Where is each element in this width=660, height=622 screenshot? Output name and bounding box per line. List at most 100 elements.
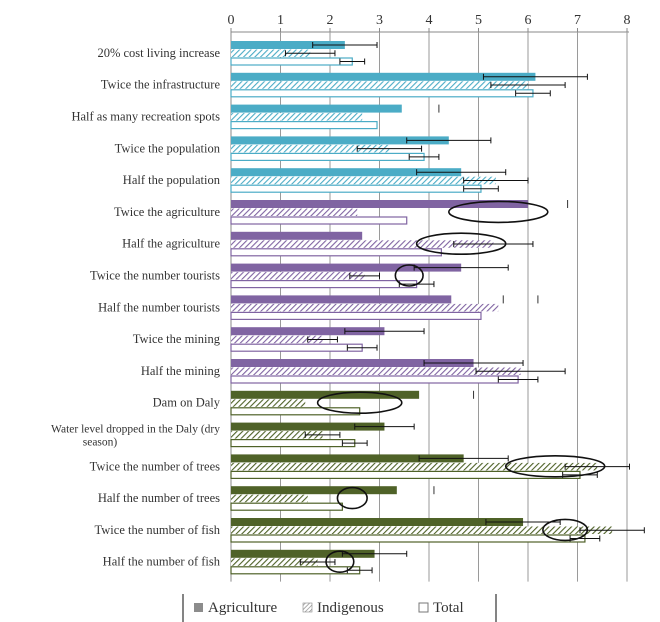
bar-indigenous	[231, 113, 363, 121]
category-label: Twice the mining	[133, 332, 221, 346]
category-labels: 20% cost living increase Twice the infras…	[51, 46, 221, 569]
highlight-ellipse	[316, 391, 403, 415]
highlight-ellipse	[325, 550, 355, 574]
bar-agriculture	[231, 390, 420, 399]
bar-total	[230, 375, 519, 384]
error-bars	[284, 42, 645, 574]
bar-indigenous	[231, 49, 311, 57]
bar-agriculture	[231, 72, 536, 81]
category-label: Water level dropped in the Daly (dry	[51, 424, 220, 436]
x-tick-label: 8	[624, 13, 631, 28]
bar-indigenous	[231, 399, 306, 407]
highlight-ellipses	[316, 200, 606, 574]
legend-label-indigenous: Indigenous	[317, 600, 384, 616]
category-label: Twice the infrastructure	[101, 78, 221, 92]
bar-indigenous	[231, 176, 496, 185]
highlight-ellipse	[504, 454, 606, 478]
x-tick-label: 4	[426, 13, 433, 28]
bar-indigenous	[231, 208, 358, 216]
bar-agriculture	[231, 359, 474, 367]
bar-agriculture	[231, 518, 524, 526]
category-label: 20% cost living increase	[97, 46, 220, 60]
bar-total	[230, 311, 482, 320]
legend-item-agriculture: Agriculture	[194, 600, 277, 616]
bar-indigenous	[231, 494, 308, 503]
bar-indigenous	[231, 462, 598, 471]
x-tick-label: 2	[327, 13, 334, 28]
bar-total	[230, 502, 343, 511]
bar-agriculture	[231, 136, 449, 145]
highlight-ellipse	[447, 200, 549, 224]
category-label: Half the mining	[141, 364, 221, 378]
bar-total	[230, 184, 482, 193]
legend: Agriculture Indigenous Total	[182, 594, 497, 622]
highlight-ellipse	[336, 486, 368, 510]
legend-swatch-total	[418, 602, 429, 613]
x-tick-label: 5	[475, 13, 482, 28]
bar-total	[230, 89, 534, 98]
bar-agriculture	[231, 295, 452, 304]
stray-marks	[433, 104, 569, 495]
highlight-ellipse	[415, 232, 507, 255]
legend-item-indigenous: Indigenous	[302, 600, 384, 616]
category-label: Half the population	[123, 173, 221, 187]
bar-total	[230, 57, 353, 66]
bar-agriculture	[231, 200, 528, 208]
bar-total	[230, 152, 425, 161]
bar-indigenous	[231, 144, 390, 153]
legend-swatch-indigenous	[302, 602, 313, 613]
x-tick-label: 0	[228, 13, 235, 28]
legend-label-total: Total	[433, 600, 464, 616]
bar-agriculture	[231, 231, 363, 240]
category-label-continued: season)	[83, 437, 118, 449]
category-label: Twice the number of fish	[95, 523, 221, 537]
bar-agriculture	[231, 263, 462, 272]
x-tick-label: 3	[376, 13, 383, 28]
bars	[230, 41, 613, 575]
bar-indigenous	[231, 367, 521, 375]
bar-total	[230, 248, 442, 257]
bar-indigenous	[231, 526, 613, 534]
category-label: Twice the number of trees	[90, 459, 220, 473]
highlight-ellipse	[542, 518, 589, 542]
bar-total	[230, 407, 361, 416]
category-label: Half the agriculture	[122, 237, 220, 251]
category-label: Half the number of fish	[103, 555, 221, 569]
bar-total	[230, 439, 356, 448]
x-tick-label: 7	[574, 13, 581, 28]
bar-indigenous	[231, 431, 323, 439]
bar-agriculture	[231, 454, 464, 463]
category-label: Half as many recreation spots	[71, 110, 220, 124]
bar-indigenous	[231, 335, 323, 344]
category-label: Twice the population	[115, 141, 221, 155]
bar-total	[230, 534, 586, 543]
category-label: Twice the number tourists	[90, 269, 220, 283]
bar-indigenous	[231, 558, 318, 566]
legend-label-agriculture: Agriculture	[208, 600, 277, 616]
category-label: Half the number of trees	[98, 491, 220, 505]
bar-total	[230, 280, 418, 289]
bar-agriculture	[231, 422, 385, 431]
category-label: Half the number tourists	[98, 300, 220, 314]
bar-agriculture	[231, 486, 397, 495]
bar-total	[230, 343, 363, 352]
bar-indigenous	[231, 272, 365, 280]
bar-indigenous	[231, 81, 528, 89]
bar-total	[230, 216, 408, 225]
category-label: Dam on Daly	[153, 396, 221, 410]
bar-indigenous	[231, 303, 499, 312]
bar-agriculture	[231, 549, 375, 558]
category-label: Twice the agriculture	[114, 205, 220, 219]
legend-swatch-agriculture	[194, 603, 203, 612]
legend-item-total: Total	[418, 600, 464, 616]
x-axis-ticks: 0 1 2 3 4 5 6 7 8	[228, 13, 631, 28]
x-tick-label: 6	[525, 13, 532, 28]
highlight-ellipse	[394, 264, 424, 287]
bar-total	[230, 120, 378, 130]
bar-agriculture	[231, 41, 345, 49]
bar-agriculture	[231, 327, 385, 336]
bar-agriculture	[231, 168, 462, 177]
bar-indigenous	[231, 240, 494, 248]
x-tick-label: 1	[277, 13, 284, 28]
